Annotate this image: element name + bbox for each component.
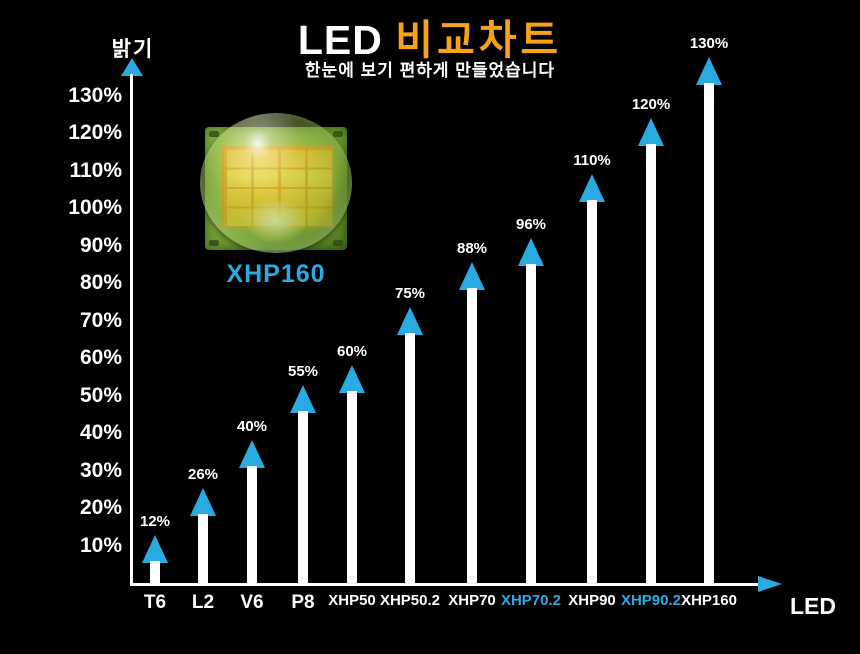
bar-value-label: 60% xyxy=(336,343,368,360)
bar-arrow-icon xyxy=(397,307,423,335)
bar-arrow-icon xyxy=(518,238,544,266)
page-title: LED 비교차트 xyxy=(0,6,860,66)
y-axis-title: 밝기 xyxy=(111,38,155,61)
bar-stem xyxy=(704,83,714,584)
x-category-label: L2 xyxy=(191,592,215,613)
bar-stem xyxy=(347,391,357,584)
x-category-label: XHP70 xyxy=(448,592,496,609)
bar-arrow-icon xyxy=(339,365,365,393)
chip-pad-icon xyxy=(209,131,219,137)
bar-stem xyxy=(298,411,308,584)
y-tick-label: 100% xyxy=(68,196,122,219)
bar-arrow-icon xyxy=(290,385,316,413)
y-tick-label: 10% xyxy=(79,533,122,557)
x-category-label: XHP70.2 xyxy=(500,592,562,609)
bar-arrow-icon xyxy=(638,118,664,146)
led-chip-image: XHP160 xyxy=(200,113,352,288)
chip-caption: XHP160 xyxy=(226,260,326,288)
bar-stem xyxy=(587,200,597,584)
x-category-label: V6 xyxy=(240,592,264,613)
bar-arrow-icon xyxy=(696,57,722,85)
y-tick-label: 20% xyxy=(79,496,122,519)
bar-stem xyxy=(467,288,477,584)
bar-arrow-icon xyxy=(142,535,168,563)
y-tick-label: 40% xyxy=(79,421,122,444)
x-category-label: XHP90 xyxy=(568,592,616,609)
x-category-label: XHP50.2 xyxy=(379,592,441,609)
y-tick-label: 110% xyxy=(69,158,122,182)
y-tick-label: 80% xyxy=(79,271,122,294)
bar-stem xyxy=(150,561,160,584)
y-tick-label: 30% xyxy=(79,458,122,482)
y-tick-label: 90% xyxy=(79,233,122,257)
bar-stem xyxy=(405,333,415,584)
bar-value-label: 120% xyxy=(631,96,671,113)
bar-arrow-icon xyxy=(190,488,216,516)
page-subtitle: 한눈에 보기 편하게 만들었습니다 xyxy=(304,61,556,80)
y-tick-label: 120% xyxy=(68,121,122,144)
y-axis-arrow-icon xyxy=(121,58,143,76)
title-highlight: 비교차트 xyxy=(395,17,563,63)
bar-value-label: 88% xyxy=(456,240,488,257)
chip-pad-icon xyxy=(333,240,343,246)
x-category-label: P8 xyxy=(291,592,315,613)
bar-value-label: 75% xyxy=(394,285,426,302)
bar-stem xyxy=(646,144,656,584)
bar-value-label: 96% xyxy=(515,216,547,233)
x-category-label: T6 xyxy=(143,592,167,613)
y-tick-label: 60% xyxy=(79,346,122,369)
bar-value-label: 130% xyxy=(689,35,729,52)
bar-arrow-icon xyxy=(579,174,605,202)
y-tick-label: 70% xyxy=(79,308,122,332)
title-prefix: LED xyxy=(297,17,396,63)
y-tick-label: 50% xyxy=(79,383,122,407)
bar-arrow-icon xyxy=(239,440,265,468)
x-axis-title: LED xyxy=(790,593,836,619)
bar-stem xyxy=(247,466,257,584)
chip-pad-icon xyxy=(333,131,343,137)
chip-pad-icon xyxy=(209,240,219,246)
x-category-label: XHP50 xyxy=(328,592,376,609)
bar-arrow-icon xyxy=(459,262,485,290)
x-axis-arrow-icon xyxy=(758,576,782,592)
bar-stem xyxy=(198,514,208,584)
bar-value-label: 40% xyxy=(236,418,268,435)
bar-value-label: 12% xyxy=(139,513,171,530)
y-axis-line xyxy=(130,74,133,584)
bar-value-label: 26% xyxy=(187,466,219,483)
bar-value-label: 55% xyxy=(287,363,319,380)
x-category-label: XHP90.2 xyxy=(620,592,682,609)
x-category-label: XHP160 xyxy=(681,592,737,609)
x-axis-line xyxy=(130,583,760,586)
y-tick-label: 130% xyxy=(68,83,122,107)
bar-value-label: 110% xyxy=(573,152,611,169)
chip-dome xyxy=(200,113,352,253)
bar-stem xyxy=(526,264,536,584)
